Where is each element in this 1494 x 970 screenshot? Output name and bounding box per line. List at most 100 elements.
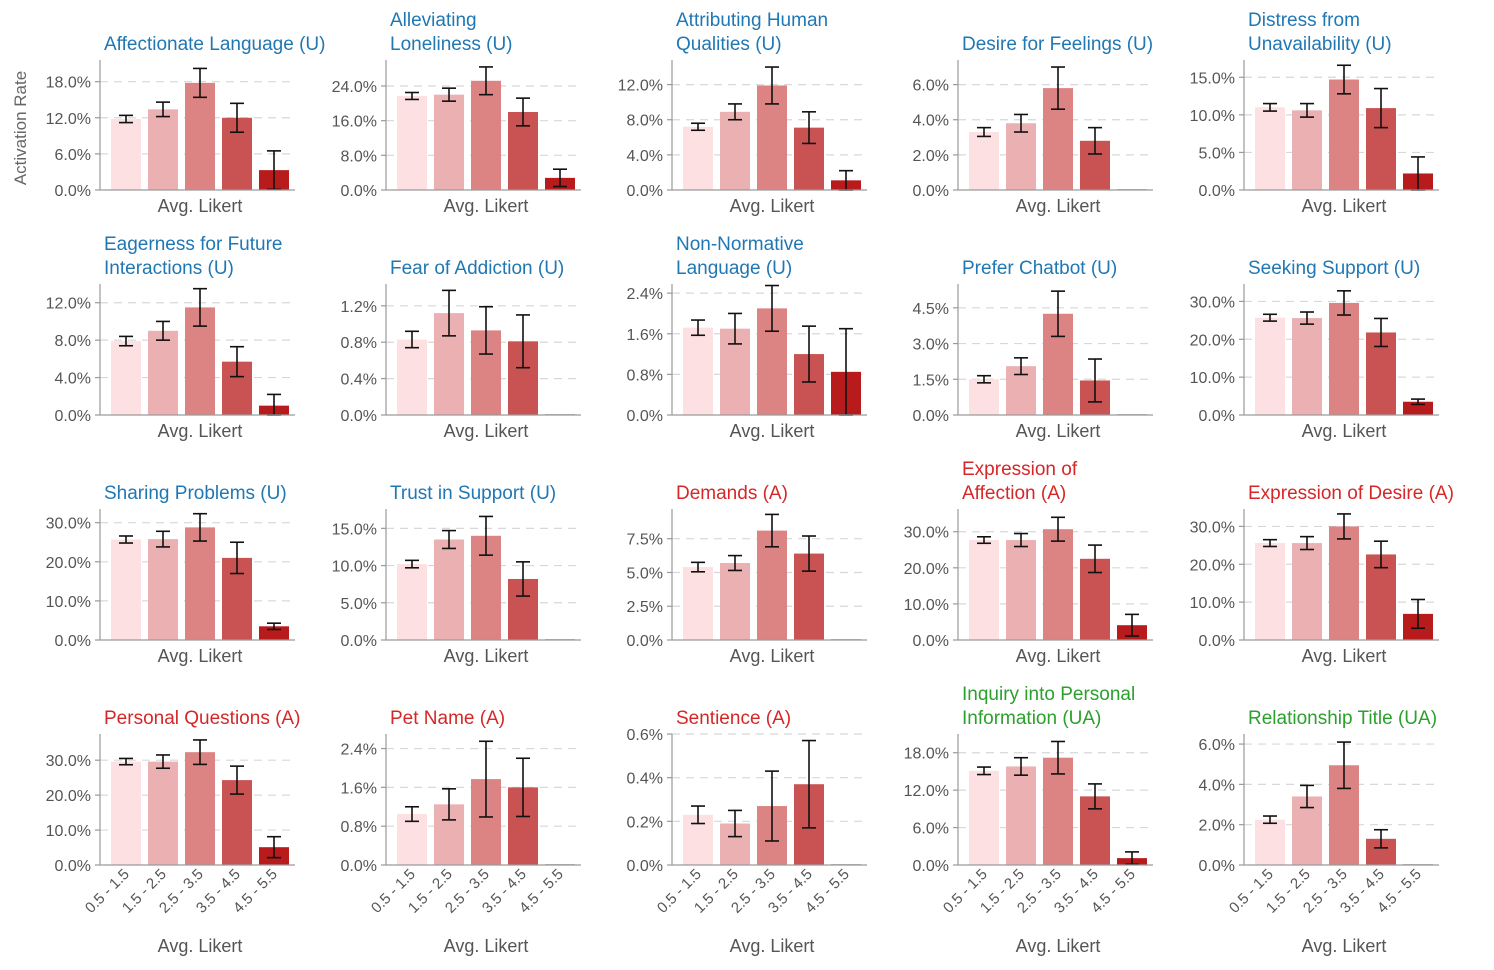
bar [434,94,464,190]
bar [1403,401,1433,415]
x-axis-label: Avg. Likert [730,196,815,216]
y-tick-label: 0.0% [1199,183,1235,200]
bar [1043,529,1073,640]
y-tick-label: 6.0% [1199,737,1235,754]
y-tick-label: 0.0% [341,858,377,875]
y-tick-label: 0.0% [913,633,949,650]
y-tick-label: 12.0% [618,78,663,95]
y-tick-label: 0.8% [341,819,377,836]
y-tick-label: 0.0% [627,408,663,425]
bar [1292,318,1322,415]
x-axis-label: Avg. Likert [444,936,529,956]
y-tick-label: 0.0% [913,183,949,200]
chart-panel: Expression of Affection (A) 0.0% 10.0% 20.0%… [904,459,1153,666]
y-tick-label: 0.0% [913,858,949,875]
chart-title: Inquiry into Personal [962,684,1135,705]
bar [1329,526,1359,640]
x-axis-label: Avg. Likert [444,196,529,216]
bar [471,80,501,190]
x-axis-label: Avg. Likert [1016,936,1101,956]
y-tick-label: 0.0% [627,183,663,200]
y-tick-label: 10.0% [332,559,377,576]
chart-title: Eagerness for Future [104,234,282,255]
chart-title: Non-Normative [676,234,804,255]
bar [1006,123,1036,190]
y-tick-label: 6.0% [55,147,91,164]
y-tick-label: 10.0% [1190,370,1235,387]
y-tick-label: 5.0% [341,596,377,613]
y-tick-label: 18.0% [46,75,91,92]
bar [1366,554,1396,640]
chart-panel: Relationship Title (UA)0.0%2.0%4.0%6.0%0… [1199,708,1439,956]
chart-panel: Attributing Human Qualities (U) 0.0% 4.0% 8.… [618,10,867,216]
bar [1255,819,1285,865]
chart-panel: Distress from Unavailability (U) 0.0% 5.0% 1… [1190,10,1439,216]
y-tick-label: 8.0% [341,148,377,165]
chart-title: Prefer Chatbot (U) [962,258,1117,279]
chart-panel: Eagerness for Future Interactions (U) 0.0%… [46,234,295,441]
y-tick-label: 0.0% [1199,633,1235,650]
chart-panel: Pet Name (A)0.0%0.8%1.6%2.4%0.5 - 1.51.5… [341,708,581,956]
bar [397,814,427,865]
chart-title: Expression of Desire (A) [1248,483,1454,504]
chart-title: Fear of Addiction (U) [390,258,564,279]
y-tick-label: 12.0% [46,111,91,128]
y-tick-label: 0.0% [341,633,377,650]
y-tick-label: 12.0% [904,783,949,800]
y-tick-label: 1.5% [913,372,949,389]
chart-panel: Demands (A) 0.0% 2.5% 5.0% 7.5% Avg. Likert [627,483,867,666]
y-tick-label: 16.0% [332,114,377,131]
chart-title: Seeking Support (U) [1248,258,1420,279]
chart-title: Qualities (U) [676,34,782,55]
y-tick-label: 1.6% [341,780,377,797]
y-tick-label: 0.4% [341,372,377,389]
y-tick-label: 1.6% [627,327,663,344]
bar [969,770,999,865]
x-axis-label: Avg. Likert [1302,421,1387,441]
y-tick-label: 10.0% [1190,108,1235,125]
bar [148,761,178,865]
x-axis-label: Avg. Likert [1016,646,1101,666]
chart-panel: Seeking Support (U) 0.0% 10.0% 20.0% 30.0% Av… [1190,258,1439,441]
bar [683,567,713,640]
x-axis-label: Avg. Likert [1302,196,1387,216]
chart-panel: Desire for Feelings (U) 0.0% 2.0% 4.0% 6.0% A… [913,34,1154,216]
bar [111,539,141,640]
bar [1006,766,1036,865]
chart-title: Desire for Feelings (U) [962,34,1153,55]
chart-panel: Fear of Addiction (U) 0.0% 0.4% 0.8% 1.2% Avg… [341,258,581,441]
bar [148,330,178,415]
y-tick-label: 0.6% [627,727,663,744]
chart-panel: Sharing Problems (U) 0.0% 10.0% 20.0% 30.0% A… [46,483,295,666]
x-axis-label: Avg. Likert [158,421,243,441]
bar [969,132,999,190]
chart-title: Attributing Human [676,10,828,31]
bar [434,539,464,640]
y-tick-label: 8.0% [55,333,91,350]
chart-panel: Sentience (A)0.0%0.2%0.4%0.6%0.5 - 1.51.… [627,708,867,956]
bar [683,126,713,190]
y-tick-label: 0.0% [627,633,663,650]
bar [397,95,427,190]
y-tick-label: 8.0% [627,113,663,130]
y-tick-label: 0.0% [341,408,377,425]
y-tick-label: 18.0% [904,746,949,763]
x-axis-label: Avg. Likert [158,646,243,666]
y-tick-label: 6.0% [913,78,949,95]
chart-title: Sharing Problems (U) [104,483,287,504]
y-tick-label: 2.4% [341,742,377,759]
y-tick-label: 30.0% [1190,519,1235,536]
bar [148,109,178,190]
panel-grid: Affectionate Language (U) 0.0% 6.0% 12.0% 18… [46,10,1454,956]
y-tick-label: 30.0% [46,516,91,533]
chart-title: Language (U) [676,258,792,279]
chart-panel: Alleviating Loneliness (U) 0.0% 8.0% 16.0% 24… [332,10,581,216]
y-tick-label: 5.0% [1199,145,1235,162]
chart-title: Relationship Title (UA) [1248,708,1437,729]
bar [1255,107,1285,190]
chart-title: Expression of [962,459,1078,480]
y-tick-label: 4.0% [913,113,949,130]
chart-panel: Personal Questions (A) 0.0% 10.0% 20.0% 30.0… [46,708,301,956]
y-tick-label: 3.0% [913,337,949,354]
y-tick-label: 0.0% [55,858,91,875]
